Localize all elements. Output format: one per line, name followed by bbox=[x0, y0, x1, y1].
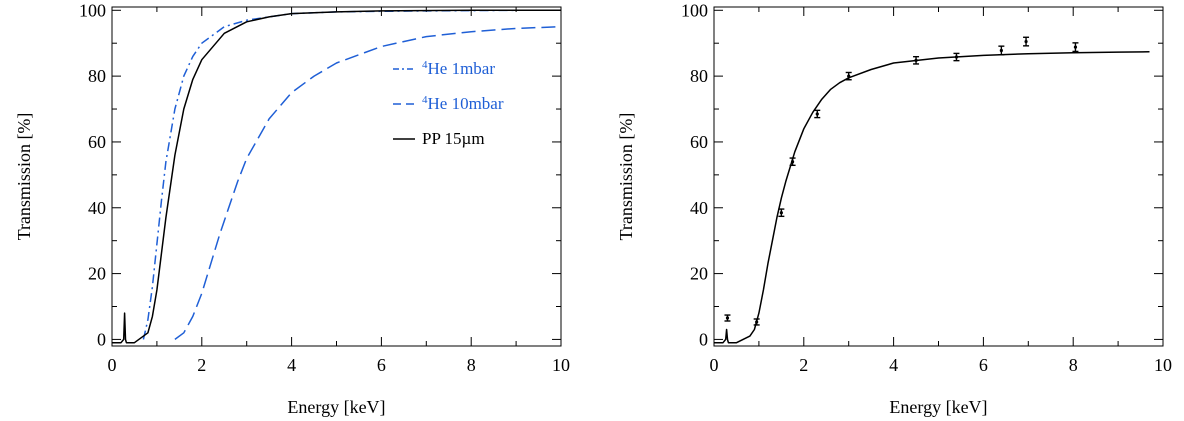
data-point bbox=[1073, 45, 1078, 49]
y-tick-label: 60 bbox=[88, 132, 106, 152]
series-line-3 bbox=[112, 9, 561, 344]
y-tick-label: 20 bbox=[88, 264, 106, 284]
x-axis-label: Energy [keV] bbox=[889, 397, 987, 417]
legend-label-text: PP 15µm bbox=[422, 129, 485, 148]
series-line-2 bbox=[174, 25, 561, 341]
y-tick-label: 100 bbox=[79, 0, 106, 20]
legend-label-superscript: 4 bbox=[422, 94, 428, 106]
data-point bbox=[725, 316, 730, 320]
y-tick-label: 40 bbox=[690, 198, 708, 218]
x-tick-label: 4 bbox=[889, 355, 898, 375]
data-point bbox=[914, 58, 918, 62]
y-tick-label: 100 bbox=[681, 0, 708, 20]
x-tick-label: 6 bbox=[377, 355, 386, 375]
y-tick-label: 0 bbox=[699, 329, 708, 349]
fit-curve-line bbox=[714, 51, 1150, 344]
x-tick-label: 4 bbox=[287, 355, 296, 375]
data-point bbox=[815, 112, 819, 116]
x-tick-label: 2 bbox=[799, 355, 808, 375]
x-tick-label: 8 bbox=[1069, 355, 1078, 375]
data-point bbox=[779, 211, 783, 215]
x-tick-label: 2 bbox=[197, 355, 206, 375]
y-axis-label: Transmission [%] bbox=[616, 113, 636, 241]
series-line-1 bbox=[142, 9, 561, 340]
legend-label-text: He 10mbar bbox=[428, 94, 504, 113]
data-point bbox=[847, 74, 851, 78]
x-tick-label: 8 bbox=[467, 355, 476, 375]
legend-label-text: He 1mbar bbox=[428, 59, 496, 78]
y-tick-label: 40 bbox=[88, 198, 106, 218]
y-tick-label: 20 bbox=[690, 264, 708, 284]
data-point bbox=[954, 55, 959, 59]
x-tick-label: 10 bbox=[552, 355, 570, 375]
x-tick-label: 6 bbox=[979, 355, 988, 375]
x-tick-label: 0 bbox=[108, 355, 117, 375]
y-tick-label: 80 bbox=[88, 66, 106, 86]
data-point bbox=[790, 160, 795, 164]
y-axis-label: Transmission [%] bbox=[14, 113, 34, 241]
data-point bbox=[999, 48, 1003, 53]
x-tick-label: 0 bbox=[710, 355, 719, 375]
y-tick-label: 60 bbox=[690, 132, 708, 152]
x-tick-label: 10 bbox=[1154, 355, 1172, 375]
legend-label: 4He 1mbar bbox=[422, 59, 495, 78]
legend-label-superscript: 4 bbox=[422, 59, 428, 71]
y-tick-label: 0 bbox=[97, 329, 106, 349]
plot-frame bbox=[111, 6, 562, 347]
legend-label: 4He 10mbar bbox=[422, 94, 504, 113]
data-point bbox=[755, 320, 759, 324]
y-tick-label: 80 bbox=[690, 66, 708, 86]
data-point bbox=[1024, 39, 1028, 44]
x-axis-label: Energy [keV] bbox=[287, 397, 385, 417]
legend-label: PP 15µm bbox=[422, 129, 485, 148]
